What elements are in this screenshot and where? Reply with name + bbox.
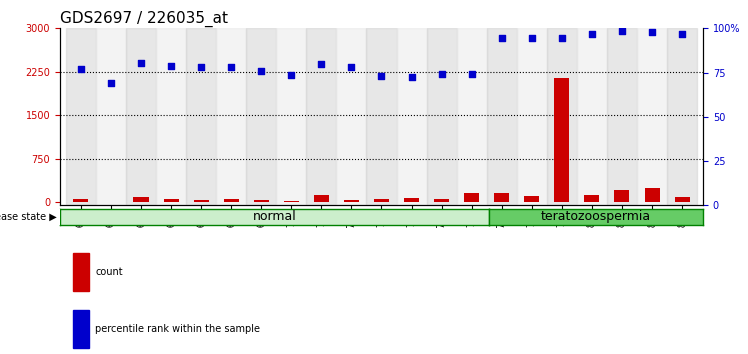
Point bbox=[616, 28, 628, 34]
Point bbox=[105, 80, 117, 86]
Bar bbox=[314, 195, 329, 202]
Bar bbox=[186, 28, 216, 205]
Bar bbox=[73, 199, 88, 202]
Bar bbox=[614, 190, 630, 202]
Bar bbox=[276, 28, 307, 205]
Bar bbox=[645, 188, 660, 202]
Text: disease state ▶: disease state ▶ bbox=[0, 212, 57, 222]
Bar bbox=[216, 28, 246, 205]
Bar bbox=[517, 28, 547, 205]
Point bbox=[346, 64, 358, 70]
Bar bbox=[283, 201, 298, 202]
Point bbox=[676, 32, 688, 37]
Bar bbox=[126, 28, 156, 205]
Bar bbox=[637, 28, 667, 205]
Text: normal: normal bbox=[252, 210, 296, 223]
Point bbox=[466, 71, 478, 76]
Bar bbox=[396, 28, 426, 205]
Bar bbox=[607, 28, 637, 205]
Point bbox=[285, 72, 297, 78]
Bar bbox=[73, 253, 89, 291]
Text: percentile rank within the sample: percentile rank within the sample bbox=[95, 324, 260, 334]
Bar bbox=[194, 200, 209, 202]
Point bbox=[75, 66, 87, 72]
Point bbox=[646, 29, 658, 35]
Bar bbox=[164, 199, 179, 202]
Bar bbox=[465, 193, 479, 202]
Bar bbox=[547, 28, 577, 205]
Bar bbox=[675, 196, 690, 202]
Point bbox=[165, 63, 177, 69]
Bar bbox=[156, 28, 186, 205]
Bar bbox=[246, 28, 276, 205]
Text: teratozoospermia: teratozoospermia bbox=[541, 210, 651, 223]
Bar bbox=[487, 28, 517, 205]
Point bbox=[586, 32, 598, 37]
Point bbox=[195, 64, 207, 69]
Bar bbox=[554, 78, 569, 202]
Point bbox=[526, 35, 538, 41]
Point bbox=[135, 60, 147, 65]
Bar bbox=[96, 28, 126, 205]
Bar bbox=[374, 199, 389, 202]
Bar bbox=[584, 195, 599, 202]
Bar bbox=[667, 28, 697, 205]
Point bbox=[556, 35, 568, 41]
Bar bbox=[456, 28, 487, 205]
Bar bbox=[307, 28, 337, 205]
Point bbox=[375, 73, 387, 78]
Point bbox=[225, 64, 237, 70]
Point bbox=[255, 69, 267, 74]
Point bbox=[405, 74, 417, 80]
Bar bbox=[133, 197, 149, 202]
Point bbox=[496, 35, 508, 41]
Point bbox=[316, 62, 328, 67]
Bar bbox=[224, 199, 239, 202]
Bar bbox=[524, 196, 539, 202]
Bar bbox=[367, 28, 396, 205]
Bar bbox=[434, 199, 449, 202]
Text: count: count bbox=[95, 267, 123, 277]
Bar bbox=[73, 310, 89, 348]
Text: GDS2697 / 226035_at: GDS2697 / 226035_at bbox=[60, 11, 228, 27]
Bar bbox=[254, 200, 269, 202]
Bar bbox=[66, 28, 96, 205]
Point bbox=[435, 71, 447, 76]
Bar bbox=[344, 200, 359, 202]
Bar bbox=[337, 28, 367, 205]
Bar bbox=[404, 198, 419, 202]
Bar bbox=[494, 193, 509, 202]
Bar bbox=[426, 28, 456, 205]
Bar bbox=[577, 28, 607, 205]
